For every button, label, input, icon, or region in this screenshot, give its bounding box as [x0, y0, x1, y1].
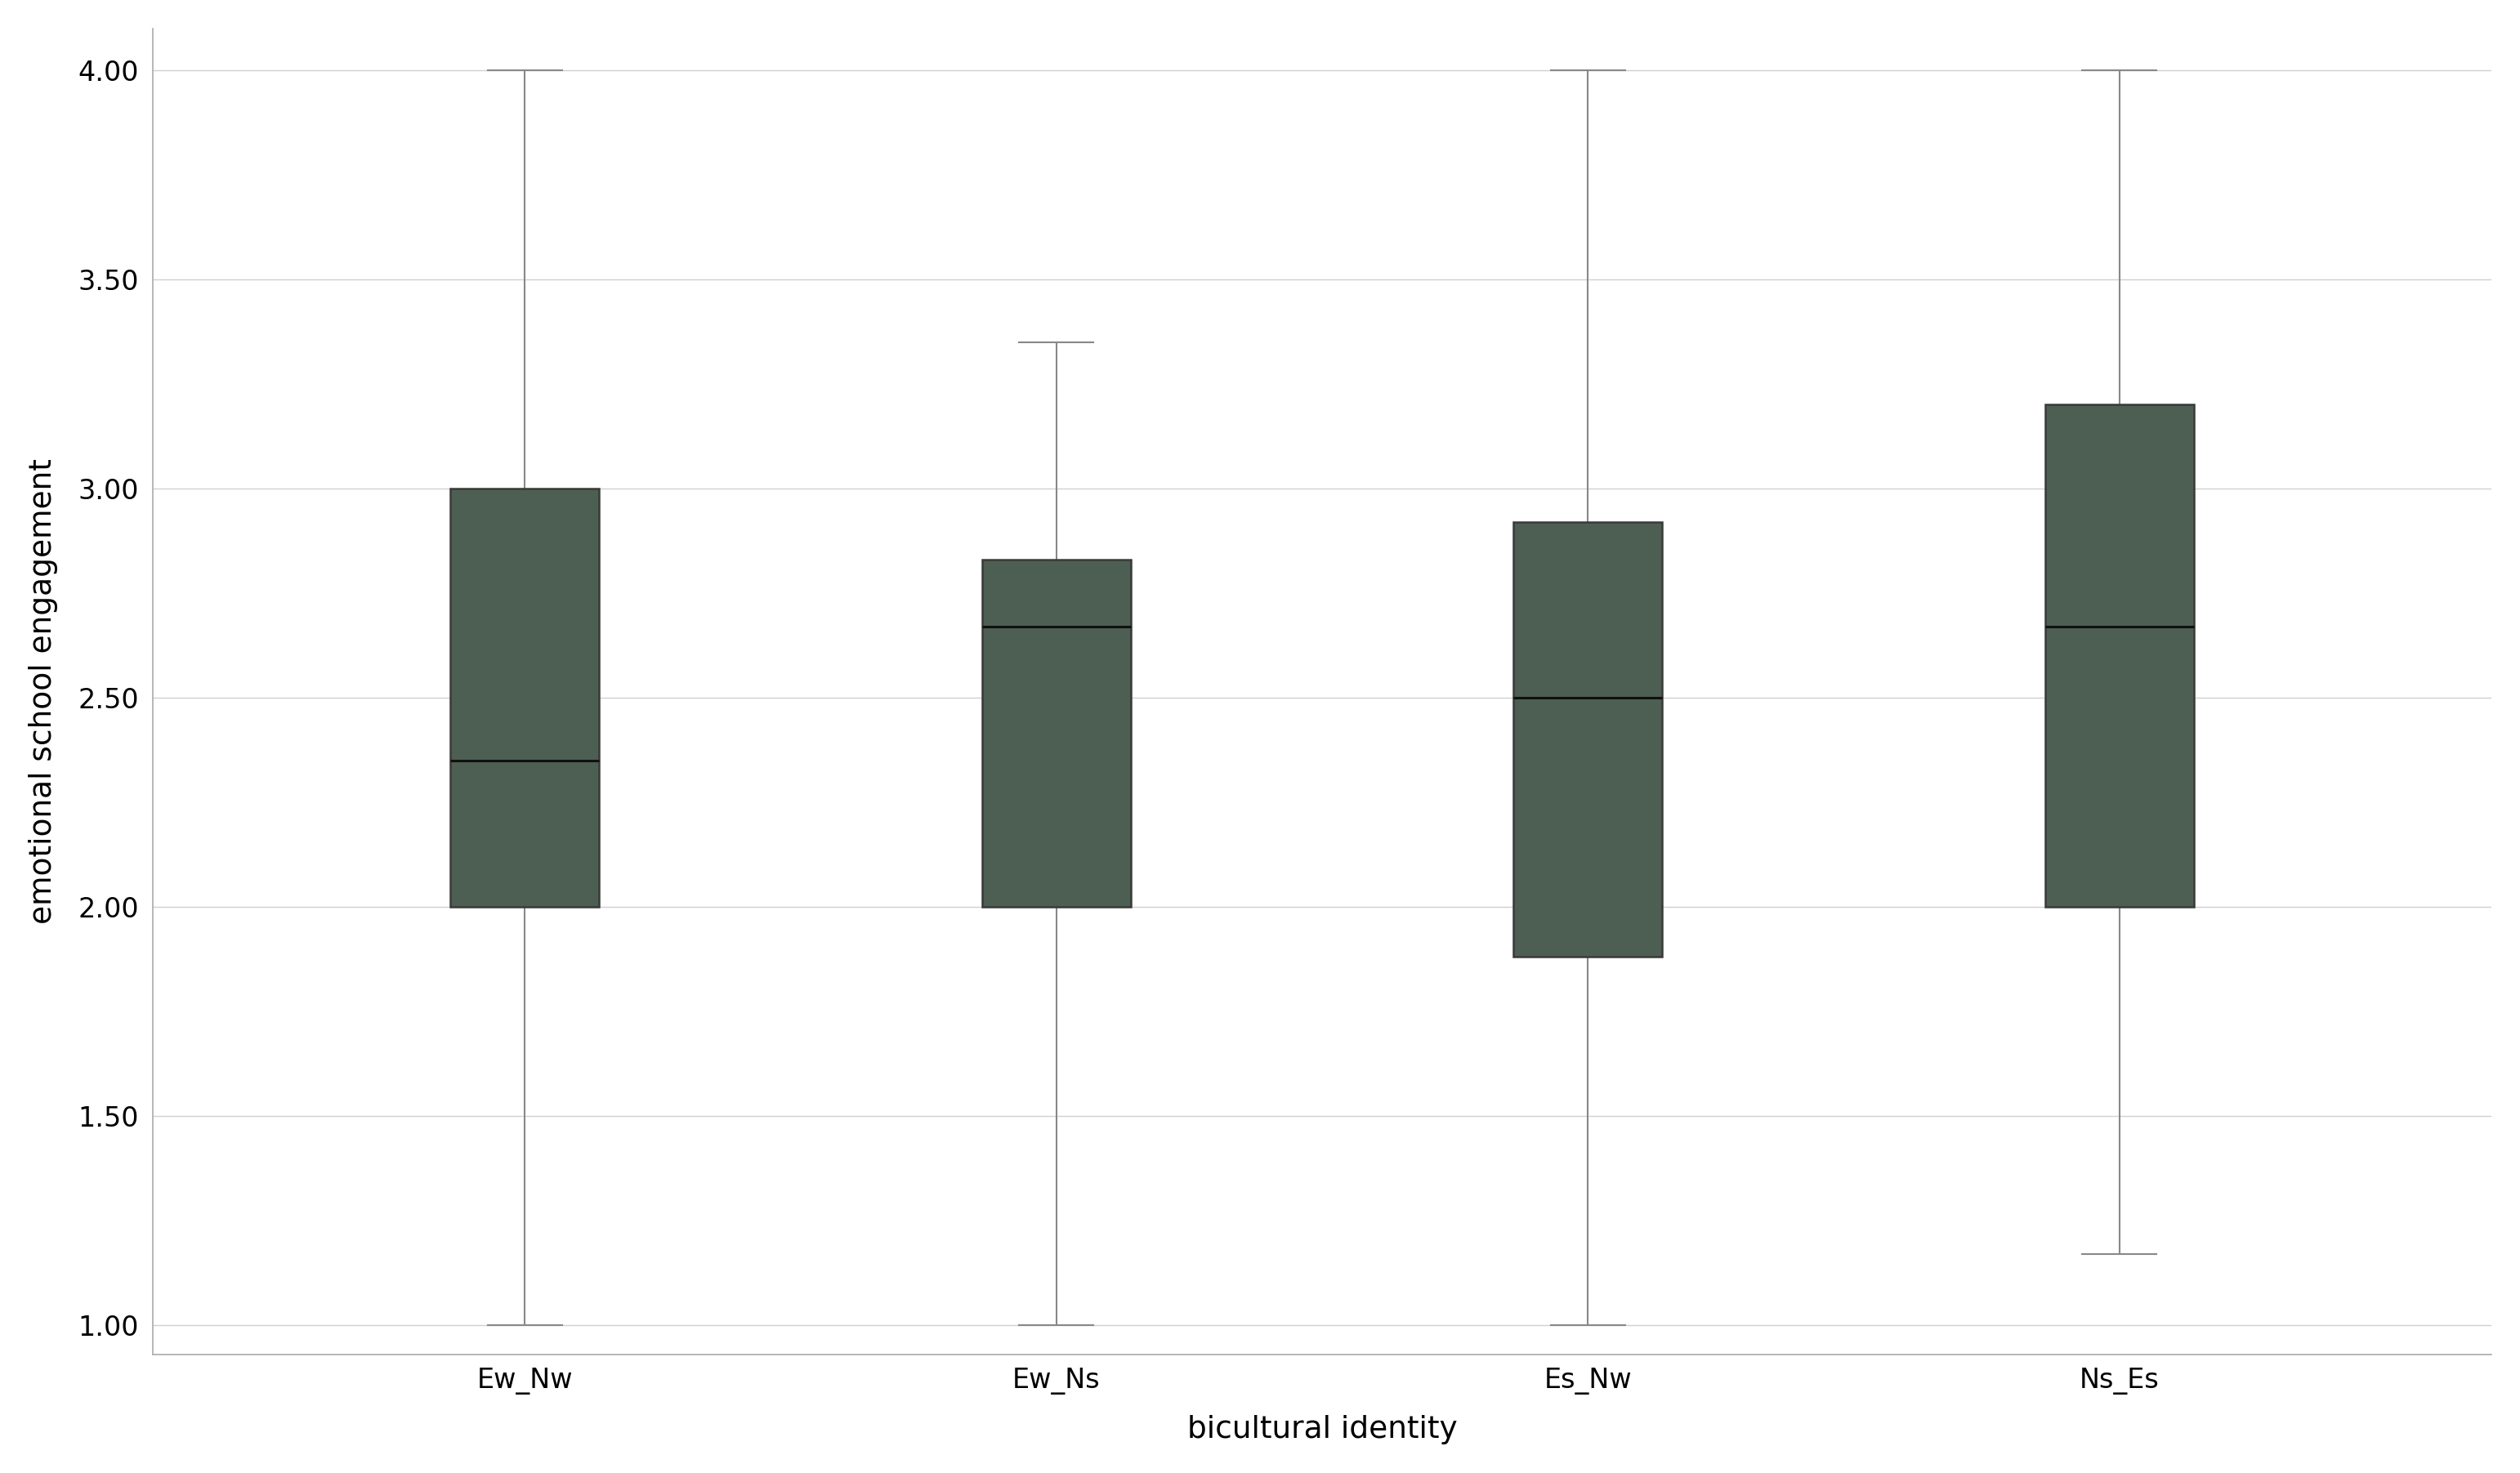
- Bar: [1515, 521, 1663, 957]
- Bar: [983, 560, 1131, 907]
- X-axis label: bicultural identity: bicultural identity: [1187, 1416, 1457, 1445]
- Bar: [451, 489, 600, 907]
- Bar: [2046, 405, 2195, 907]
- Y-axis label: emotional school engagement: emotional school engagement: [28, 458, 58, 924]
